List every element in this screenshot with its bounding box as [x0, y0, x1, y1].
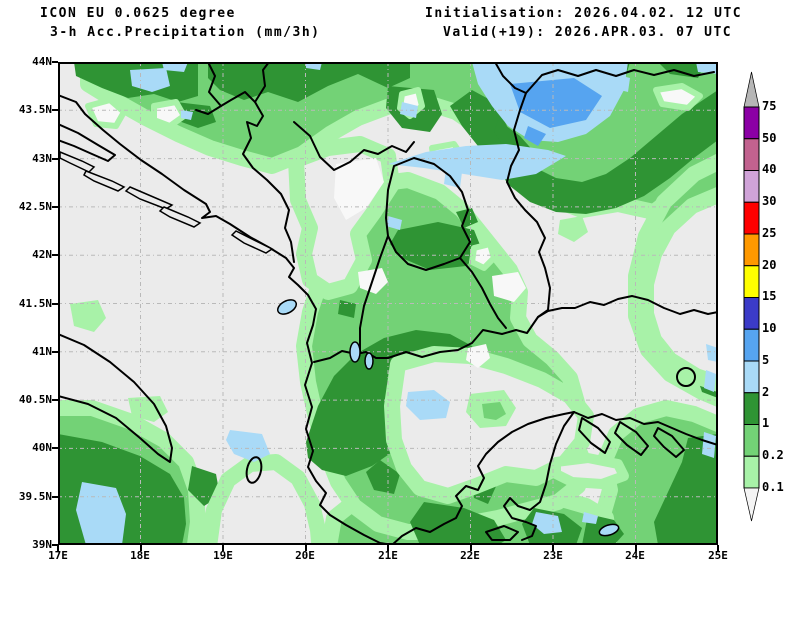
lat-tick [52, 302, 58, 305]
lon-tick [387, 545, 389, 551]
lat-label: 40.5N [18, 393, 52, 406]
lat-label: 42N [32, 248, 52, 261]
lon-label: 24E [625, 549, 645, 562]
lat-label: 43N [32, 152, 52, 165]
colorbar-label: 15 [762, 289, 777, 303]
colorbar-label: 50 [762, 131, 777, 145]
lat-label: 41N [32, 345, 52, 358]
map-canvas [40, 42, 738, 562]
model-title: ICON EU 0.0625 degree [40, 6, 236, 21]
country-borders [57, 61, 719, 546]
lat-label: 43.5N [18, 103, 52, 116]
lat-label: 39N [32, 538, 52, 551]
colorbar-label: 0.1 [762, 480, 784, 494]
lat-tick [52, 157, 58, 160]
init-time: Initialisation: 2026.04.02. 12 UTC [425, 6, 743, 21]
colorbar [740, 70, 764, 540]
colorbar-label: 75 [762, 99, 777, 113]
lon-tick [469, 545, 472, 551]
lat-tick [52, 61, 58, 63]
lon-tick [139, 545, 142, 551]
colorbar-label: 20 [762, 258, 777, 272]
lon-label: 21E [378, 549, 398, 562]
lon-tick [304, 545, 307, 551]
lat-tick [52, 447, 58, 450]
lon-label: 20E [295, 549, 315, 562]
lat-tick [52, 254, 58, 257]
precipitation-map [40, 42, 738, 562]
colorbar-over-arrow [743, 71, 760, 108]
lat-tick [52, 109, 58, 112]
colorbar-label: 2 [762, 385, 770, 399]
map-frame [58, 62, 718, 545]
colorbar-label: 10 [762, 321, 777, 335]
lon-tick [717, 545, 719, 551]
lon-label: 18E [130, 549, 150, 562]
colorbar-label: 1 [762, 416, 770, 430]
product-title: 3-h Acc.Precipitation (mm/3h) [50, 25, 321, 40]
lon-tick [222, 545, 224, 551]
colorbar-blocks [743, 106, 760, 489]
colorbar-label: 25 [762, 226, 777, 240]
lat-tick [52, 399, 58, 402]
colorbar-label: 30 [762, 194, 777, 208]
colorbar-under-arrow [743, 487, 760, 522]
lon-label: 17E [48, 549, 68, 562]
lat-label: 44N [32, 55, 52, 68]
colorbar-label: 0.2 [762, 448, 784, 462]
lat-tick [52, 350, 58, 353]
lat-tick [52, 495, 58, 498]
lon-tick [552, 545, 554, 551]
lat-tick [52, 544, 58, 546]
colorbar-label: 5 [762, 353, 770, 367]
lon-label: 25E [708, 549, 728, 562]
lat-label: 41.5N [18, 297, 52, 310]
lon-label: 22E [460, 549, 480, 562]
valid-time: Valid(+19): 2026.APR.03. 07 UTC [443, 25, 733, 40]
lat-label: 40N [32, 441, 52, 454]
lat-label: 42.5N [18, 200, 52, 213]
lon-tick [634, 545, 637, 551]
lat-label: 39.5N [18, 490, 52, 503]
colorbar-label: 40 [762, 162, 777, 176]
lat-tick [52, 205, 58, 208]
lon-tick [57, 545, 59, 551]
colorbar-canvas [743, 71, 760, 522]
lon-label: 19E [213, 549, 233, 562]
lon-label: 23E [543, 549, 563, 562]
